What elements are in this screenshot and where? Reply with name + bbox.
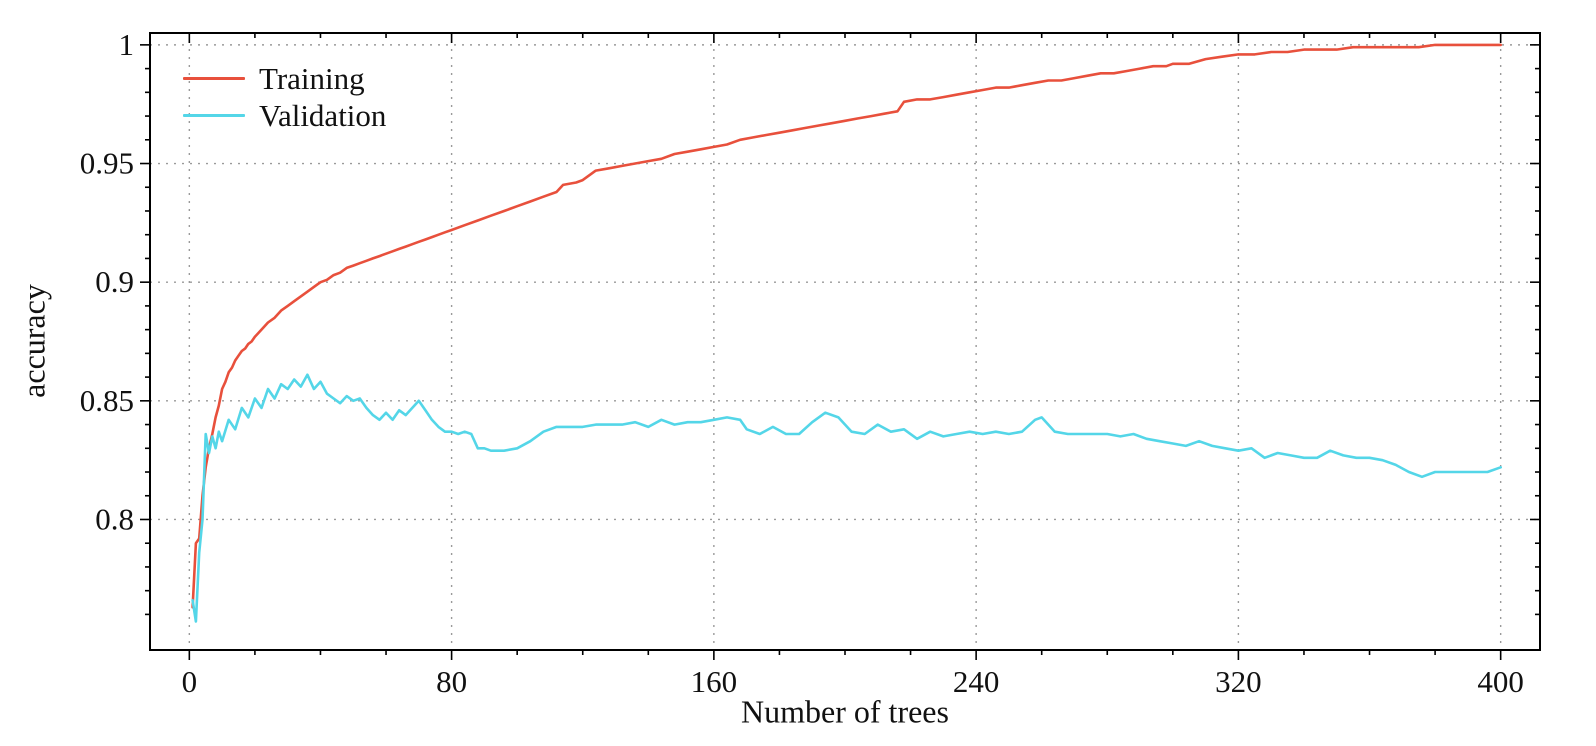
legend-label-training: Training (259, 61, 365, 96)
y-axis-title: accuracy (15, 284, 52, 398)
x-axis-title: Number of trees (741, 693, 949, 730)
plot-frame (149, 32, 1541, 651)
y-tick-label: 0.8 (95, 501, 134, 536)
x-tick-label: 160 (691, 664, 738, 699)
validation-line-swatch (183, 114, 245, 117)
y-tick-label: 0.85 (80, 383, 134, 418)
training-line-swatch (183, 77, 245, 80)
legend-label-validation: Validation (259, 98, 387, 133)
x-tick-label: 400 (1477, 664, 1524, 699)
legend: Training Validation (183, 60, 386, 134)
y-tick-label: 1 (119, 27, 135, 62)
x-tick-label: 0 (182, 664, 198, 699)
y-tick-label: 0.95 (80, 146, 134, 181)
y-tick-label: 0.9 (95, 264, 134, 299)
x-tick-label: 240 (953, 664, 1000, 699)
series-line-training (191, 43, 1502, 609)
x-tick-label: 320 (1215, 664, 1262, 699)
series-line-validation (191, 373, 1502, 623)
legend-item-training: Training (183, 60, 386, 97)
x-tick-label: 80 (436, 664, 467, 699)
legend-item-validation: Validation (183, 97, 386, 134)
